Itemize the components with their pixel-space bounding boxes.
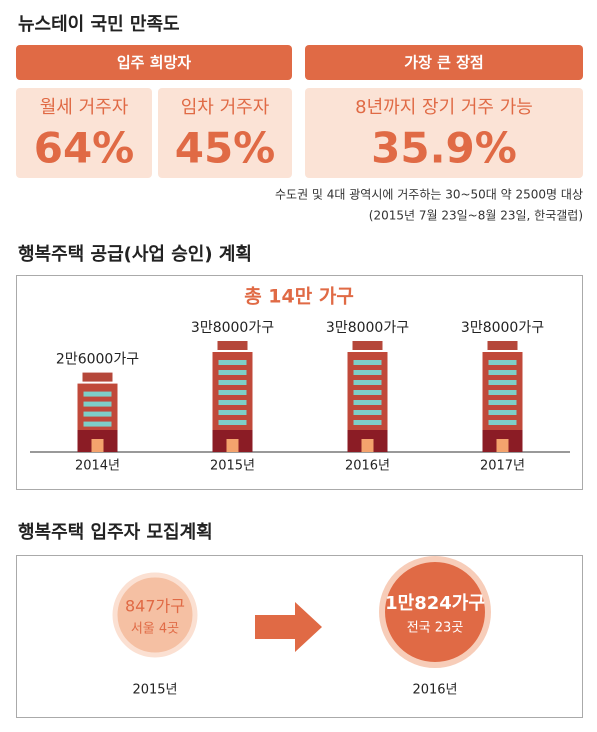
stat-box xyxy=(16,88,152,178)
building-cap xyxy=(487,341,518,350)
window xyxy=(218,390,247,395)
x-tick-label: 2016년 xyxy=(345,459,390,474)
window xyxy=(218,410,247,415)
frame xyxy=(16,555,583,718)
window xyxy=(488,400,517,405)
window xyxy=(488,420,517,425)
stat-box xyxy=(158,88,292,178)
stat-label: 8년까지 장기 거주 가능 xyxy=(355,97,533,118)
group-header xyxy=(16,45,292,80)
window xyxy=(218,360,247,365)
building-cap xyxy=(217,341,248,350)
door xyxy=(91,439,104,452)
x-tick-label: 2017년 xyxy=(480,459,525,474)
window xyxy=(488,380,517,385)
window xyxy=(488,360,517,365)
note: (2015년 7월 23일~8월 23일, 한국갤럽) xyxy=(369,209,583,223)
stat-label: 월세 거주자 xyxy=(40,97,129,118)
window xyxy=(488,370,517,375)
window xyxy=(488,390,517,395)
count: 1만824가구 xyxy=(385,593,485,614)
circle xyxy=(379,556,491,668)
value-label: 2만6000가구 xyxy=(56,352,139,368)
window xyxy=(353,420,382,425)
year: 2015년 xyxy=(132,683,177,698)
building-cap xyxy=(352,341,383,350)
value-label: 3만8000가구 xyxy=(461,320,544,336)
buildings: 2만6000가구 2014년 3만8000가구 2015년 3만8000가구 2016년 3… xyxy=(56,320,544,474)
circle xyxy=(112,572,198,658)
stat-label: 임차 거주자 xyxy=(181,97,270,118)
window xyxy=(83,401,112,407)
value-label: 3만8000가구 xyxy=(326,320,409,336)
note: 수도권 및 4대 광역시에 거주하는 30~50대 약 2500명 대상 xyxy=(275,187,583,202)
window xyxy=(218,420,247,425)
arrow xyxy=(255,602,322,652)
window xyxy=(83,411,112,417)
door xyxy=(496,439,509,452)
value-label: 3만8000가구 xyxy=(191,320,274,336)
detail: 전국 23곳 xyxy=(407,621,464,636)
window xyxy=(353,380,382,385)
building-cap xyxy=(82,372,113,382)
door xyxy=(226,439,239,452)
annotation: 총 14만 가구 xyxy=(244,286,354,308)
detail: 서울 4곳 xyxy=(131,622,179,637)
window xyxy=(353,400,382,405)
group-label: 입주 희망자 xyxy=(117,54,191,72)
window xyxy=(353,370,382,375)
stat-value: 45% xyxy=(175,124,276,173)
year: 2016년 xyxy=(412,683,457,698)
chart-frame xyxy=(16,275,583,490)
group-label: 가장 큰 장점 xyxy=(404,54,483,72)
window xyxy=(83,391,112,397)
window xyxy=(353,410,382,415)
section-title: 뉴스테이 국민 만족도 xyxy=(18,14,180,35)
window xyxy=(218,380,247,385)
chart-title: 행복주택 공급(사업 승인) 계획 xyxy=(18,244,252,265)
count: 847가구 xyxy=(125,597,185,616)
stat-value: 35.9% xyxy=(371,124,517,173)
door xyxy=(361,439,374,452)
window xyxy=(218,370,247,375)
section-title: 행복주택 입주자 모집계획 xyxy=(18,521,213,543)
window xyxy=(218,400,247,405)
window xyxy=(353,390,382,395)
group-header xyxy=(305,45,583,80)
window xyxy=(488,410,517,415)
x-tick-label: 2014년 xyxy=(75,459,120,474)
x-tick-label: 2015년 xyxy=(210,459,255,474)
window xyxy=(83,421,112,427)
stat-box xyxy=(305,88,583,178)
window xyxy=(353,360,382,365)
stat-value: 64% xyxy=(34,124,135,173)
